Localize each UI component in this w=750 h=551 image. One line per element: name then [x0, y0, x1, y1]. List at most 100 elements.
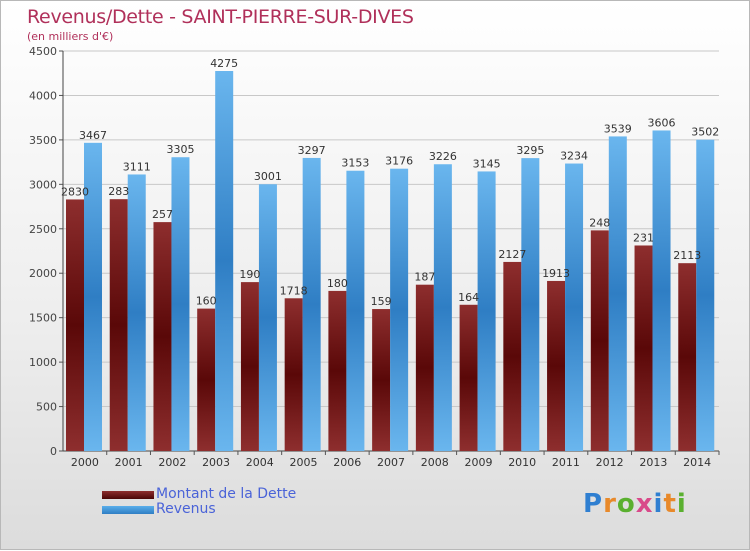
logo-letter: r	[603, 489, 617, 519]
data-label-debt: 180	[327, 277, 348, 290]
bar-revenus	[433, 164, 452, 451]
data-label-revenus: 3145	[473, 157, 501, 170]
x-tick-label: 2002	[158, 456, 186, 469]
data-label-debt: 187	[414, 271, 435, 284]
y-tick-label: 2500	[29, 223, 57, 236]
axes: 0 500 1000 1500 2000 2500 3000 3500 4000 4500 2000…	[29, 45, 720, 469]
logo-letter: i	[676, 489, 687, 519]
x-tick-label: 2012	[596, 456, 624, 469]
bar-debt	[503, 261, 522, 451]
y-tick-label: 4500	[29, 45, 57, 58]
x-tick-label: 2013	[639, 456, 667, 469]
logo-letter: x	[635, 489, 654, 519]
chart-title: Revenus/Dette - SAINT-PIERRE-SUR-DIVES	[27, 6, 414, 28]
x-tick-label: 2001	[115, 456, 143, 469]
data-label-debt: 257	[152, 208, 173, 221]
legend-label-debt: Montant de la Dette	[156, 486, 297, 502]
x-tick-label: 2009	[464, 456, 492, 469]
bar-revenus	[346, 170, 365, 451]
bar-revenus	[390, 168, 409, 451]
data-label-debt: 283	[108, 185, 129, 198]
data-label-debt: 1718	[280, 284, 308, 297]
x-tick-label: 2011	[552, 456, 580, 469]
bar-debt	[328, 290, 347, 451]
data-label-revenus: 3111	[123, 160, 151, 173]
y-tick-label: 1000	[29, 356, 57, 369]
bar-debt	[284, 298, 303, 451]
data-label-revenus: 3226	[429, 150, 457, 163]
bar-revenus	[171, 157, 190, 451]
bar-revenus	[127, 174, 146, 451]
logo-letter: t	[663, 489, 677, 519]
bar-debt	[590, 230, 609, 451]
x-tick-label: 2008	[421, 456, 449, 469]
data-label-debt: 159	[371, 295, 392, 308]
data-label-revenus: 3502	[691, 126, 719, 139]
bar-revenus	[302, 157, 321, 451]
bar-revenus	[258, 184, 277, 451]
bar-revenus	[477, 171, 496, 451]
x-tick-label: 2014	[683, 456, 711, 469]
y-tick-label: 500	[36, 401, 57, 414]
data-label-revenus: 3234	[560, 150, 588, 163]
y-tick-label: 0	[50, 445, 57, 458]
data-label-revenus: 3606	[648, 116, 676, 129]
data-label-debt: 2830	[61, 185, 89, 198]
x-tick-label: 2010	[508, 456, 536, 469]
data-label-debt: 2113	[673, 249, 701, 262]
bar-revenus	[215, 71, 234, 451]
bar-debt	[109, 199, 128, 451]
data-label-debt: 164	[458, 291, 479, 304]
y-tick-label: 2000	[29, 267, 57, 280]
bar-revenus	[696, 139, 715, 451]
y-tick-label: 3000	[29, 178, 57, 191]
x-tick-label: 2004	[246, 456, 274, 469]
data-label-revenus: 3539	[604, 122, 632, 135]
logo-letter: i	[653, 489, 664, 519]
data-label-revenus: 3153	[341, 157, 369, 170]
bar-debt	[66, 199, 84, 451]
data-label-debt: 190	[239, 268, 260, 281]
y-tick-label: 1500	[29, 312, 57, 325]
data-label-revenus: 3176	[385, 155, 413, 168]
logo-letter: o	[616, 489, 636, 519]
data-label-debt: 160	[196, 295, 217, 308]
x-tick-label: 2000	[71, 456, 99, 469]
x-tick-label: 2007	[377, 456, 405, 469]
data-label-debt: 2127	[498, 248, 526, 261]
chart-subtitle: (en milliers d'€)	[27, 30, 114, 43]
bar-revenus	[565, 163, 584, 452]
bar-debt	[634, 245, 653, 451]
legend-swatch-revenus	[102, 506, 154, 514]
legend-label-revenus: Revenus	[156, 501, 216, 517]
data-label-revenus: 3297	[298, 144, 326, 157]
data-label-revenus: 3305	[166, 143, 194, 156]
data-label-revenus: 3295	[516, 144, 544, 157]
bar-revenus	[521, 158, 540, 451]
bar-debt	[415, 284, 434, 451]
bar-debt	[459, 304, 478, 451]
legend-swatch-debt	[102, 491, 154, 499]
bars	[66, 71, 715, 452]
x-tick-label: 2006	[333, 456, 361, 469]
data-label-revenus: 4275	[210, 57, 238, 70]
logo-letter: P	[583, 489, 604, 519]
data-labels: 2830 3467 283 3111 257 3305 160 4275 190 3001 1718…	[61, 57, 719, 308]
proxiti-logo: Proxiti	[583, 489, 687, 519]
bar-debt	[678, 263, 697, 451]
data-label-debt: 1913	[542, 267, 570, 280]
bar-debt	[240, 282, 259, 451]
bar-revenus	[608, 136, 627, 451]
bar-debt	[197, 308, 216, 451]
x-tick-label: 2005	[290, 456, 318, 469]
bar-revenus	[652, 130, 671, 451]
data-label-revenus: 3001	[254, 170, 282, 183]
bar-debt	[153, 222, 172, 451]
data-label-debt: 248	[589, 216, 610, 229]
bar-revenus	[84, 142, 102, 452]
bar-debt	[372, 309, 391, 451]
x-tick-label: 2003	[202, 456, 230, 469]
y-tick-label: 4000	[29, 89, 57, 102]
